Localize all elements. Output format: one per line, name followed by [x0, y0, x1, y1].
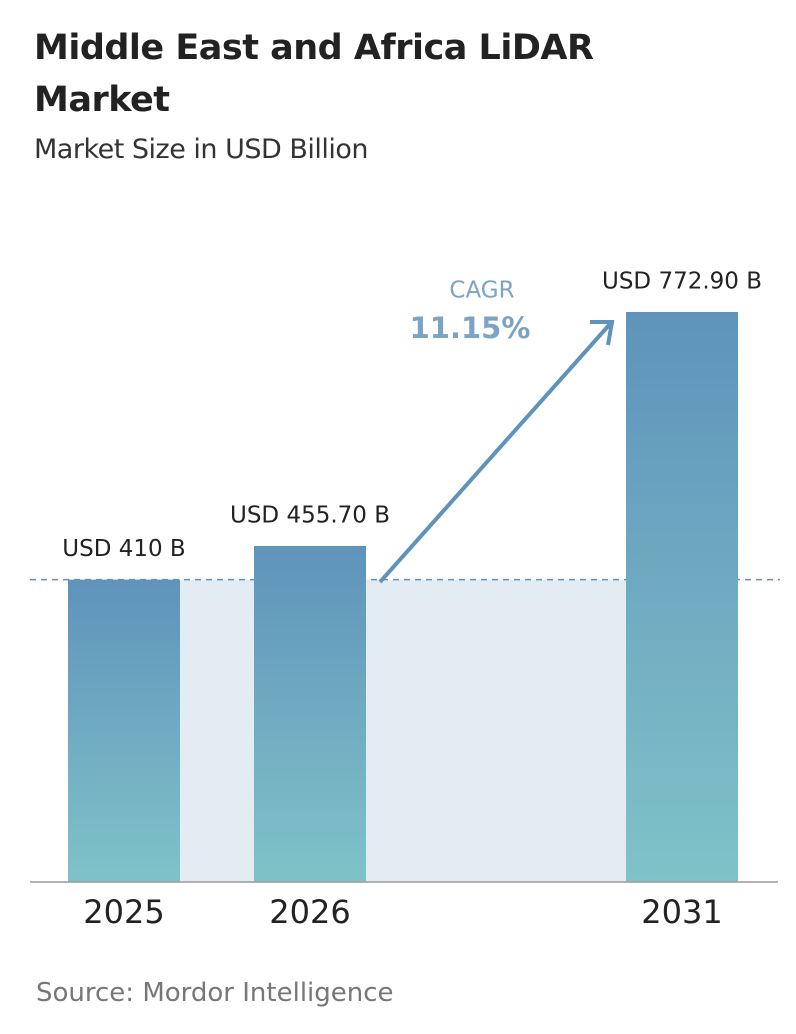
- bar: [254, 545, 366, 882]
- chart-title: Middle East and Africa LiDAR Market: [34, 28, 594, 120]
- cagr-arrow: [378, 322, 612, 584]
- value-label: USD 455.70 B: [230, 502, 390, 528]
- arrow-head: [590, 320, 615, 346]
- value-label: USD 410 B: [62, 536, 185, 562]
- bar: [68, 579, 180, 882]
- x-tick-label: 2026: [269, 893, 350, 931]
- x-tick-label: 2031: [641, 893, 722, 931]
- bar: [626, 312, 738, 882]
- cagr-value: 11.15%: [410, 311, 531, 345]
- cagr-label: CAGR: [449, 278, 514, 304]
- value-label: USD 772.90 B: [602, 269, 762, 295]
- source: Source: Mordor Intelligence: [36, 978, 394, 1008]
- chart-subtitle: Market Size in USD Billion: [34, 134, 369, 165]
- x-tick-label: 2025: [83, 893, 164, 931]
- chart: CAGR 11.15% USD 410 B 2025 USD 455.70 B 202…: [30, 269, 780, 931]
